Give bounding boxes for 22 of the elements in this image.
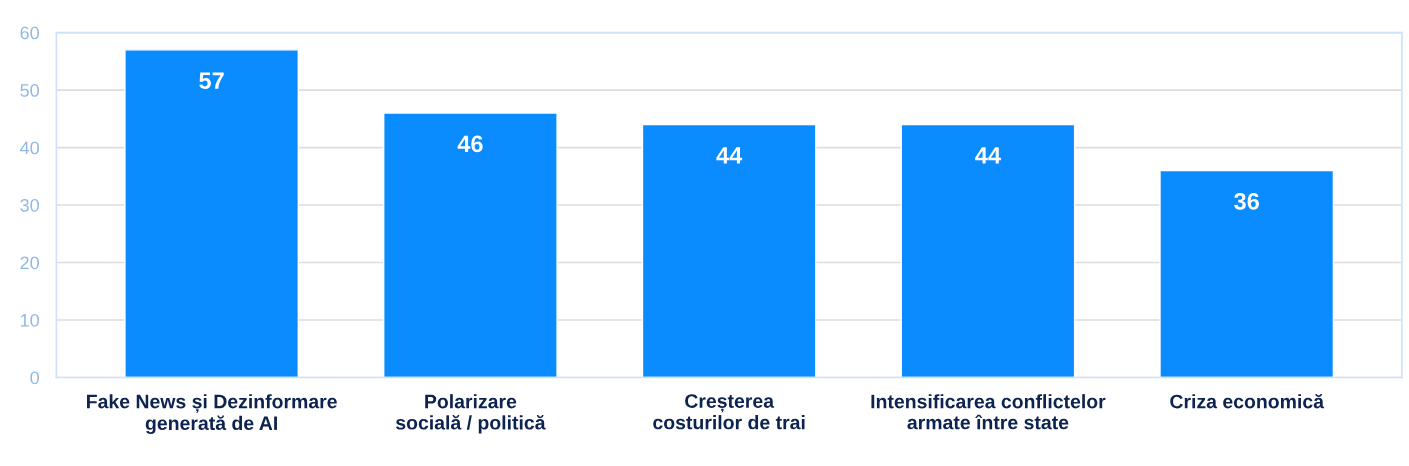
data-label: 46 [457, 135, 483, 153]
data-label: 44 [975, 147, 1001, 164]
x-tick-label: Criza economică [1170, 393, 1325, 409]
x-tick-label: Intensificarea conflictelor armate între state [871, 394, 1106, 430]
y-tick-label: 0 [30, 371, 39, 385]
data-label: 57 [199, 72, 224, 89]
y-tick-label: 60 [20, 26, 39, 40]
y-tick-label: 50 [20, 84, 39, 97]
bar [900, 123, 1076, 378]
x-tick-label: Fake News și Dezinformare generată de AI [87, 394, 337, 435]
data-label: 44 [716, 147, 743, 164]
x-tick-label: Creșterea costurilor de trai [653, 394, 805, 430]
y-tick-label: 30 [20, 198, 39, 212]
data-label: 36 [1234, 192, 1259, 210]
bar [641, 123, 817, 378]
bar [1159, 169, 1335, 378]
y-tick-label: 10 [20, 313, 39, 327]
bar [383, 112, 558, 378]
y-tick-label: 20 [20, 256, 39, 270]
x-tick-label: Polarizare socială / politică [395, 394, 546, 434]
bar [124, 49, 300, 378]
y-tick-label: 40 [20, 141, 39, 155]
